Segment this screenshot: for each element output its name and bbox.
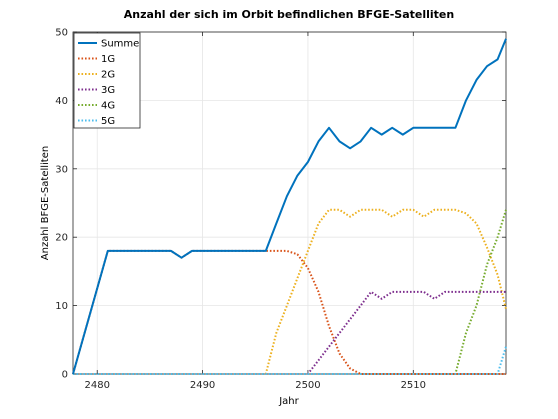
series-layer (72, 38, 507, 375)
legend-box (73, 32, 141, 129)
y-tick-label: 10 (55, 301, 68, 312)
series-line-5g (73, 346, 507, 375)
series-line-1g (72, 249, 506, 375)
y-tick-label: 30 (55, 164, 68, 175)
legend-label-2g: 2G (101, 70, 115, 81)
chart-title: Anzahl der sich im Orbit befindlichen BF… (124, 8, 454, 21)
legend: Summe 1G 2G 3G 4G 5G (73, 32, 141, 129)
x-tick-label: 2490 (190, 380, 215, 391)
legend-label-3g: 3G (101, 85, 115, 96)
y-tick-label: 20 (55, 233, 68, 244)
series-line-summe (72, 38, 507, 375)
y-tick-label: 0 (62, 370, 68, 381)
legend-label-1g: 1G (101, 54, 115, 65)
y-tick-label: 40 (55, 96, 68, 107)
x-axis-label: Jahr (278, 396, 299, 407)
x-tick-label: 2510 (401, 380, 426, 391)
legend-label-5g: 5G (101, 116, 115, 127)
plot-area (72, 31, 507, 375)
series-line-4g (73, 209, 507, 375)
y-tick-label: 50 (55, 28, 68, 39)
series-line-3g (73, 290, 506, 375)
y-axis-label: Anzahl BFGE-Satelliten (40, 146, 51, 260)
legend-label-summe: Summe (101, 39, 139, 50)
legend-label-4g: 4G (101, 101, 115, 112)
series-line-2g (73, 208, 507, 375)
x-tick-label: 2480 (85, 380, 110, 391)
x-tick-label: 2500 (295, 380, 320, 391)
